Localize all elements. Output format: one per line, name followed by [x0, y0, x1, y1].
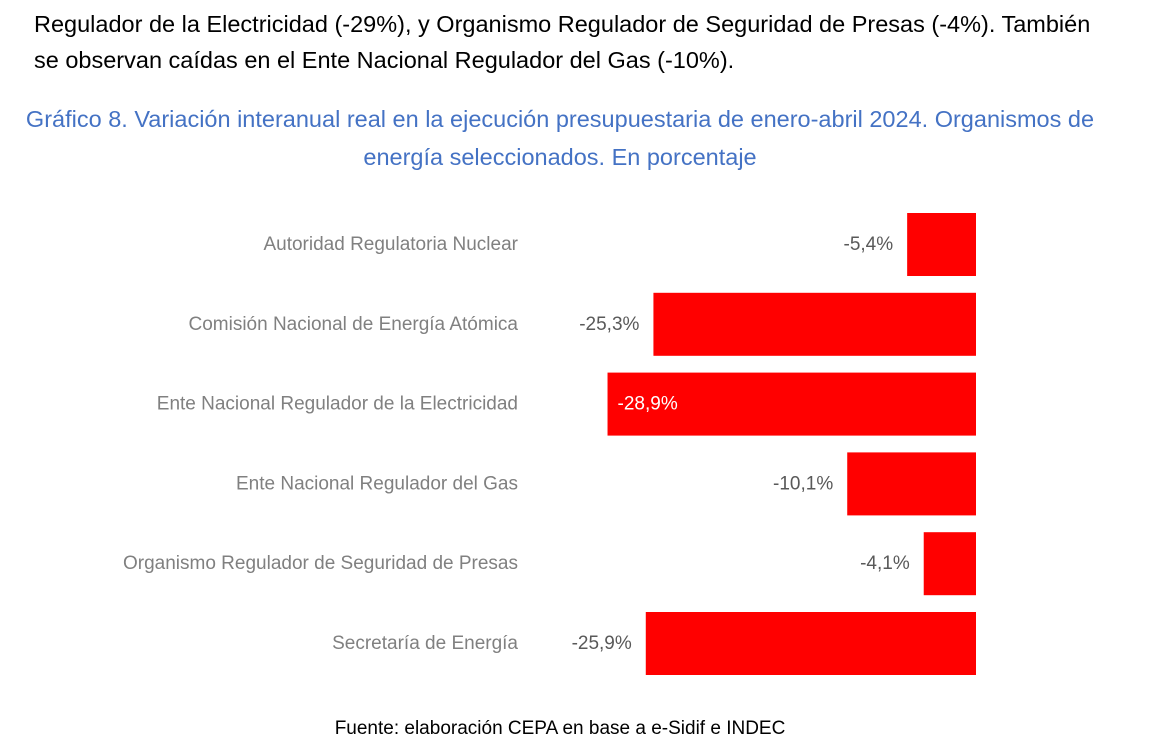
- data-label-1: -5,4%: [844, 234, 894, 255]
- category-label-6: Secretaría de Energía: [332, 633, 518, 654]
- category-label-1: Autoridad Regulatoria Nuclear: [263, 234, 518, 255]
- category-label-2: Comisión Nacional de Energía Atómica: [188, 314, 518, 335]
- source-note: Fuente: elaboración CEPA en base a e-Sid…: [334, 718, 786, 739]
- bar-2: [653, 292, 976, 356]
- bar-1: [907, 213, 976, 276]
- chart-title: Gráfico 8. Variación interanual real en …: [25, 106, 1095, 170]
- bar-3: [607, 372, 976, 436]
- bar-4: [847, 452, 976, 516]
- data-label-3: -28,9%: [618, 394, 678, 415]
- data-label-6: -25,9%: [572, 633, 632, 654]
- bar-6: [645, 612, 976, 675]
- category-label-4: Ente Nacional Regulador del Gas: [236, 473, 518, 494]
- category-label-5: Organismo Regulador de Seguridad de Pres…: [123, 553, 518, 574]
- data-label-5: -4,1%: [860, 553, 910, 574]
- intro-paragraph: Regulador de la Electricidad (-29%), y O…: [34, 11, 1091, 73]
- data-label-4: -10,1%: [773, 473, 833, 494]
- bar-5: [923, 532, 976, 596]
- category-label-3: Ente Nacional Regulador de la Electricid…: [157, 394, 518, 415]
- data-label-2: -25,3%: [579, 314, 639, 335]
